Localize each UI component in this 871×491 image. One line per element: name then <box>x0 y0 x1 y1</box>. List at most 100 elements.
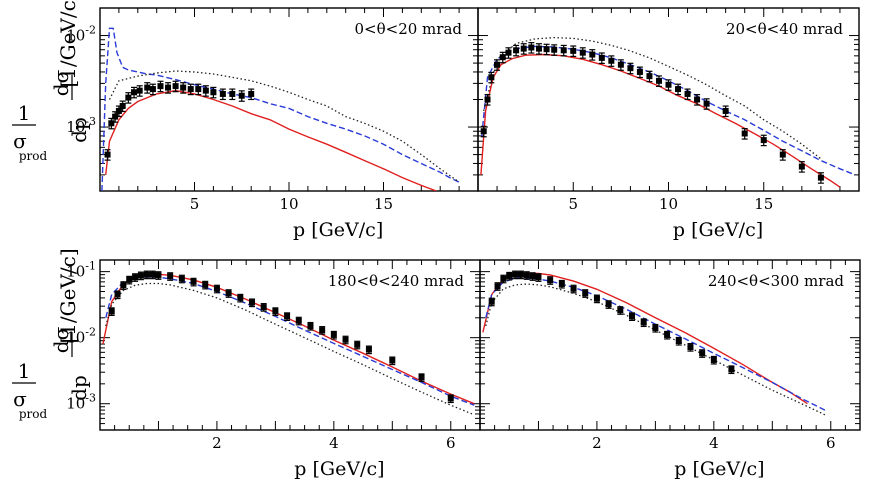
data-point <box>512 270 519 280</box>
series-line-dashed <box>481 45 856 176</box>
series-line-dotted <box>105 282 475 416</box>
x-axis-title: p [GeV/c] <box>673 219 763 241</box>
data-point <box>605 300 612 309</box>
y-tick-label: 10-1 <box>66 260 96 281</box>
data-point <box>149 270 156 280</box>
data-point <box>167 272 174 281</box>
series-line-solid <box>480 53 841 188</box>
data-point <box>488 297 495 307</box>
y-label-dp: dp <box>67 117 91 143</box>
data-point <box>589 49 596 61</box>
data-point <box>365 345 372 355</box>
data-point <box>418 373 425 383</box>
x-axis-title: p [GeV/c] <box>674 458 764 480</box>
data-point <box>617 306 624 315</box>
data-point <box>500 274 507 284</box>
data-point <box>180 82 187 94</box>
y-label-dsigma: dσ <box>49 69 73 96</box>
series-line-dashed <box>101 27 460 191</box>
series-line-solid <box>102 273 475 405</box>
data-point <box>703 98 710 110</box>
data-point <box>687 342 694 352</box>
x-tick-label: 5 <box>568 195 578 213</box>
data-point <box>187 83 194 96</box>
data-point <box>494 282 501 291</box>
data-point <box>229 88 236 101</box>
plot-area <box>101 27 460 191</box>
data-point <box>144 82 151 94</box>
data-point <box>798 161 805 173</box>
data-point <box>627 62 634 75</box>
data-point <box>646 70 653 83</box>
data-point <box>529 272 536 281</box>
data-point <box>528 42 535 54</box>
data-point <box>699 349 706 358</box>
plot-area <box>482 270 826 416</box>
data-point <box>675 336 682 346</box>
data-point <box>570 45 577 58</box>
series-line-dotted <box>108 70 460 183</box>
data-point <box>558 279 565 289</box>
x-tick-label: 6 <box>446 434 456 452</box>
y-tick-label: 10-2 <box>66 24 96 45</box>
x-tick-label: 2 <box>592 434 602 452</box>
data-point <box>535 43 542 55</box>
data-point <box>741 128 748 140</box>
x-tick-label: 15 <box>754 195 773 213</box>
data-point <box>237 293 244 303</box>
data-point <box>694 94 701 106</box>
data-point <box>120 281 127 290</box>
data-point <box>582 289 589 298</box>
data-point <box>157 80 164 93</box>
y-axis-label-bottom: 1 σ prod dσ dp [1/GeV/c] <box>12 248 91 421</box>
data-point <box>132 273 139 282</box>
data-point <box>655 75 662 87</box>
data-point <box>523 271 530 280</box>
data-point <box>178 274 185 284</box>
data-point <box>126 275 133 285</box>
data-point <box>202 280 209 290</box>
x-axis-title: p [GeV/c] <box>294 458 384 480</box>
data-point <box>710 355 717 365</box>
y-tick-label: 10-3 <box>66 115 96 136</box>
data-point <box>319 326 326 335</box>
data-point <box>284 312 291 321</box>
x-tick-label: 10 <box>279 195 298 213</box>
data-point <box>307 321 314 331</box>
data-point <box>195 83 202 96</box>
panel-3: 2 4 6 10-3 10-2 10-1 180<θ<240 mrad p [GeV/c] <box>66 259 481 480</box>
y-label-unit: [1/GeV/c] <box>56 248 80 343</box>
data-point <box>143 270 150 280</box>
panel-label: 180<θ<240 mrad <box>328 272 465 290</box>
data-point <box>484 94 491 106</box>
data-point <box>779 149 786 161</box>
y-label-numerator-one: 1 <box>18 359 31 383</box>
data-point <box>652 323 659 333</box>
data-point <box>119 100 126 113</box>
data-point <box>570 284 577 294</box>
data-point <box>137 271 144 281</box>
data-point <box>488 71 495 84</box>
plot-area <box>102 270 475 416</box>
data-point <box>480 125 487 138</box>
data-point <box>535 273 542 282</box>
data-point <box>190 277 197 287</box>
data-point <box>579 47 586 59</box>
data-point <box>210 86 217 99</box>
data-point <box>551 44 558 56</box>
data-point <box>684 88 691 101</box>
data-point <box>104 149 111 161</box>
data-point <box>248 88 255 101</box>
data-point <box>593 294 600 304</box>
series-line-dotted <box>483 36 822 160</box>
data-point <box>354 340 361 350</box>
data-point <box>108 307 115 316</box>
y-label-unit: [1/GeV/c] <box>56 0 80 88</box>
y-label-sigma: σ <box>13 129 27 153</box>
y-label-sigma: σ <box>13 387 27 411</box>
data-point <box>608 55 615 67</box>
data-point <box>506 271 513 281</box>
x-axis-title: p [GeV/c] <box>293 219 383 241</box>
x-tick-label: 2 <box>212 434 222 452</box>
